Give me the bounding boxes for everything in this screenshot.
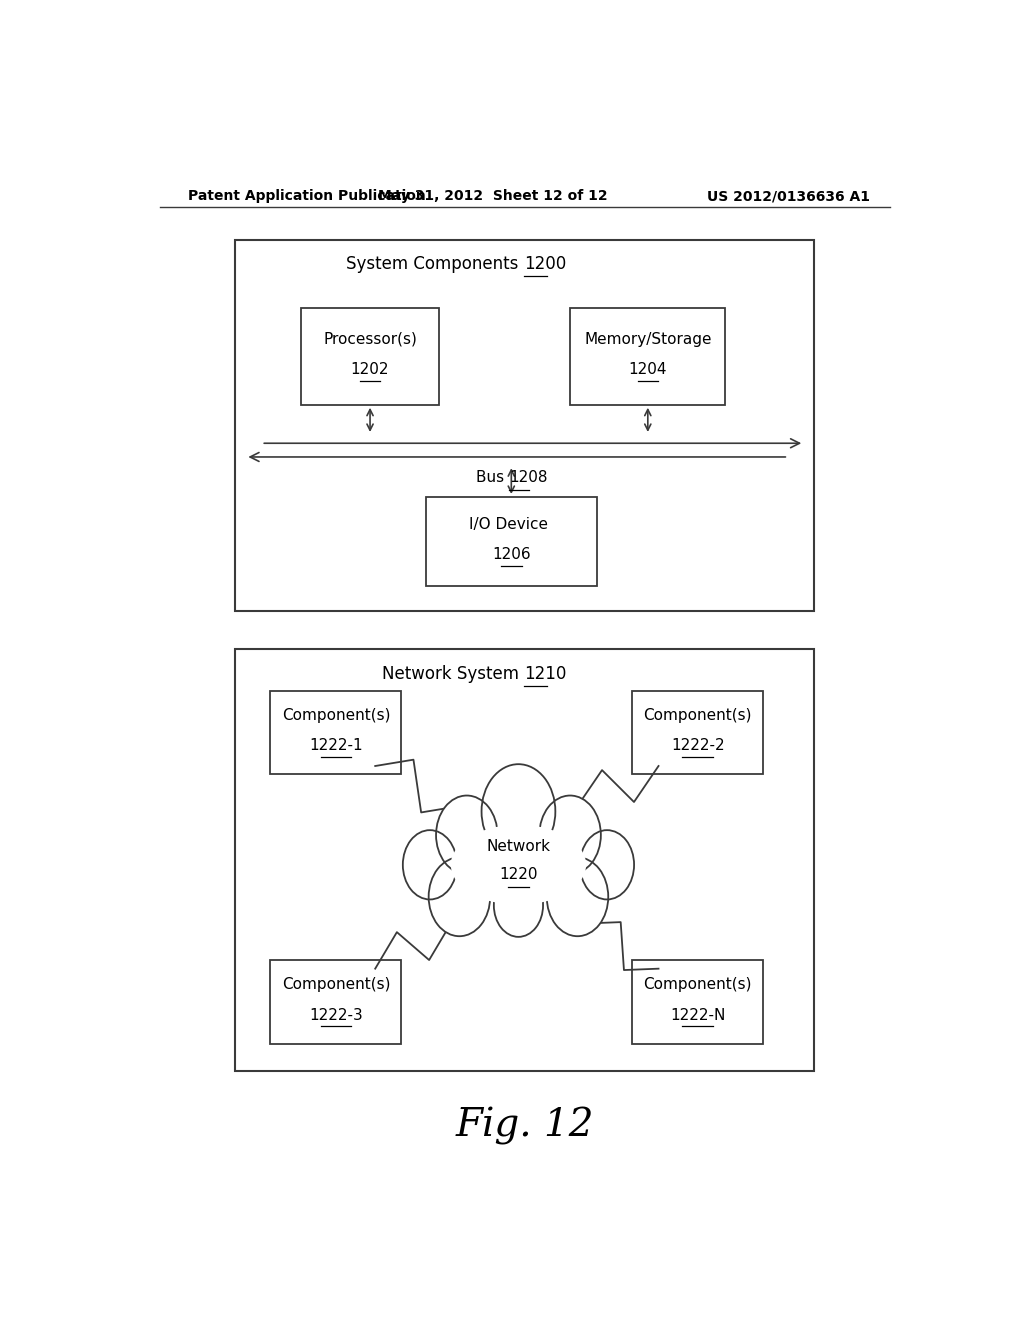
Text: 1202: 1202 <box>351 362 389 378</box>
Text: 1210: 1210 <box>524 665 566 682</box>
Text: 1208: 1208 <box>509 470 548 484</box>
Ellipse shape <box>444 817 592 913</box>
Circle shape <box>547 858 608 936</box>
Text: Component(s): Component(s) <box>282 708 390 723</box>
Text: 1222-2: 1222-2 <box>671 738 725 754</box>
Text: Bus: Bus <box>476 470 509 484</box>
Text: Patent Application Publication: Patent Application Publication <box>187 189 425 203</box>
Text: 1222-1: 1222-1 <box>309 738 362 754</box>
Text: Component(s): Component(s) <box>643 708 752 723</box>
Text: Component(s): Component(s) <box>282 977 390 993</box>
Circle shape <box>402 830 457 899</box>
FancyBboxPatch shape <box>270 961 401 1044</box>
FancyBboxPatch shape <box>633 961 763 1044</box>
Text: 1220: 1220 <box>500 867 538 883</box>
Text: Network: Network <box>486 840 551 854</box>
Text: I/O Device: I/O Device <box>469 517 553 532</box>
Text: 1206: 1206 <box>492 548 530 562</box>
Text: May 31, 2012  Sheet 12 of 12: May 31, 2012 Sheet 12 of 12 <box>378 189 608 203</box>
Text: Component(s): Component(s) <box>643 977 752 993</box>
FancyBboxPatch shape <box>236 240 814 611</box>
Text: 1204: 1204 <box>629 362 667 378</box>
Text: 1222-3: 1222-3 <box>309 1007 362 1023</box>
Text: Fig. 12: Fig. 12 <box>456 1107 594 1144</box>
Circle shape <box>580 830 634 899</box>
FancyBboxPatch shape <box>270 690 401 775</box>
Circle shape <box>481 764 555 859</box>
Text: 1200: 1200 <box>524 255 566 273</box>
Circle shape <box>494 874 543 937</box>
Text: System Components: System Components <box>346 255 524 273</box>
Circle shape <box>540 796 601 874</box>
FancyBboxPatch shape <box>426 496 597 586</box>
Text: Network System: Network System <box>382 665 524 682</box>
Circle shape <box>429 858 490 936</box>
Text: Memory/Storage: Memory/Storage <box>584 331 712 347</box>
FancyBboxPatch shape <box>570 309 725 405</box>
Text: US 2012/0136636 A1: US 2012/0136636 A1 <box>707 189 870 203</box>
Circle shape <box>436 796 498 874</box>
FancyBboxPatch shape <box>633 690 763 775</box>
Ellipse shape <box>451 825 586 904</box>
FancyBboxPatch shape <box>301 309 439 405</box>
FancyBboxPatch shape <box>236 649 814 1071</box>
Text: Processor(s): Processor(s) <box>324 331 417 347</box>
Text: 1222-N: 1222-N <box>670 1007 725 1023</box>
